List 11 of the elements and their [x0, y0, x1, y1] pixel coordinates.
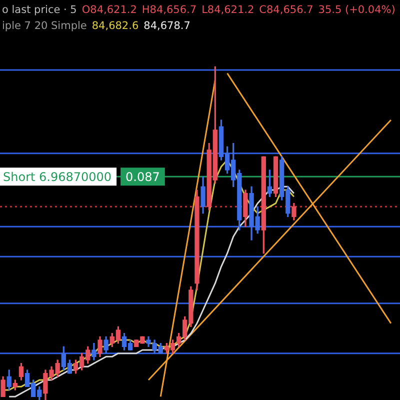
text: O84,621.2 [82, 4, 137, 16]
text: 35.5 (+0.04%) [318, 4, 396, 16]
text: o last price · 5 [2, 4, 77, 16]
ref-line-label: Short 6.96870000 [3, 170, 112, 184]
text: 84,678.7 [144, 20, 190, 32]
annotation: 0.087 [126, 170, 160, 184]
text: iple 7 20 Simple [2, 20, 87, 32]
text: L84,621.2 [202, 4, 254, 16]
text: 84,682.6 [92, 20, 139, 32]
text: H84,656.7 [142, 4, 197, 16]
text: C84,656.7 [259, 4, 314, 16]
